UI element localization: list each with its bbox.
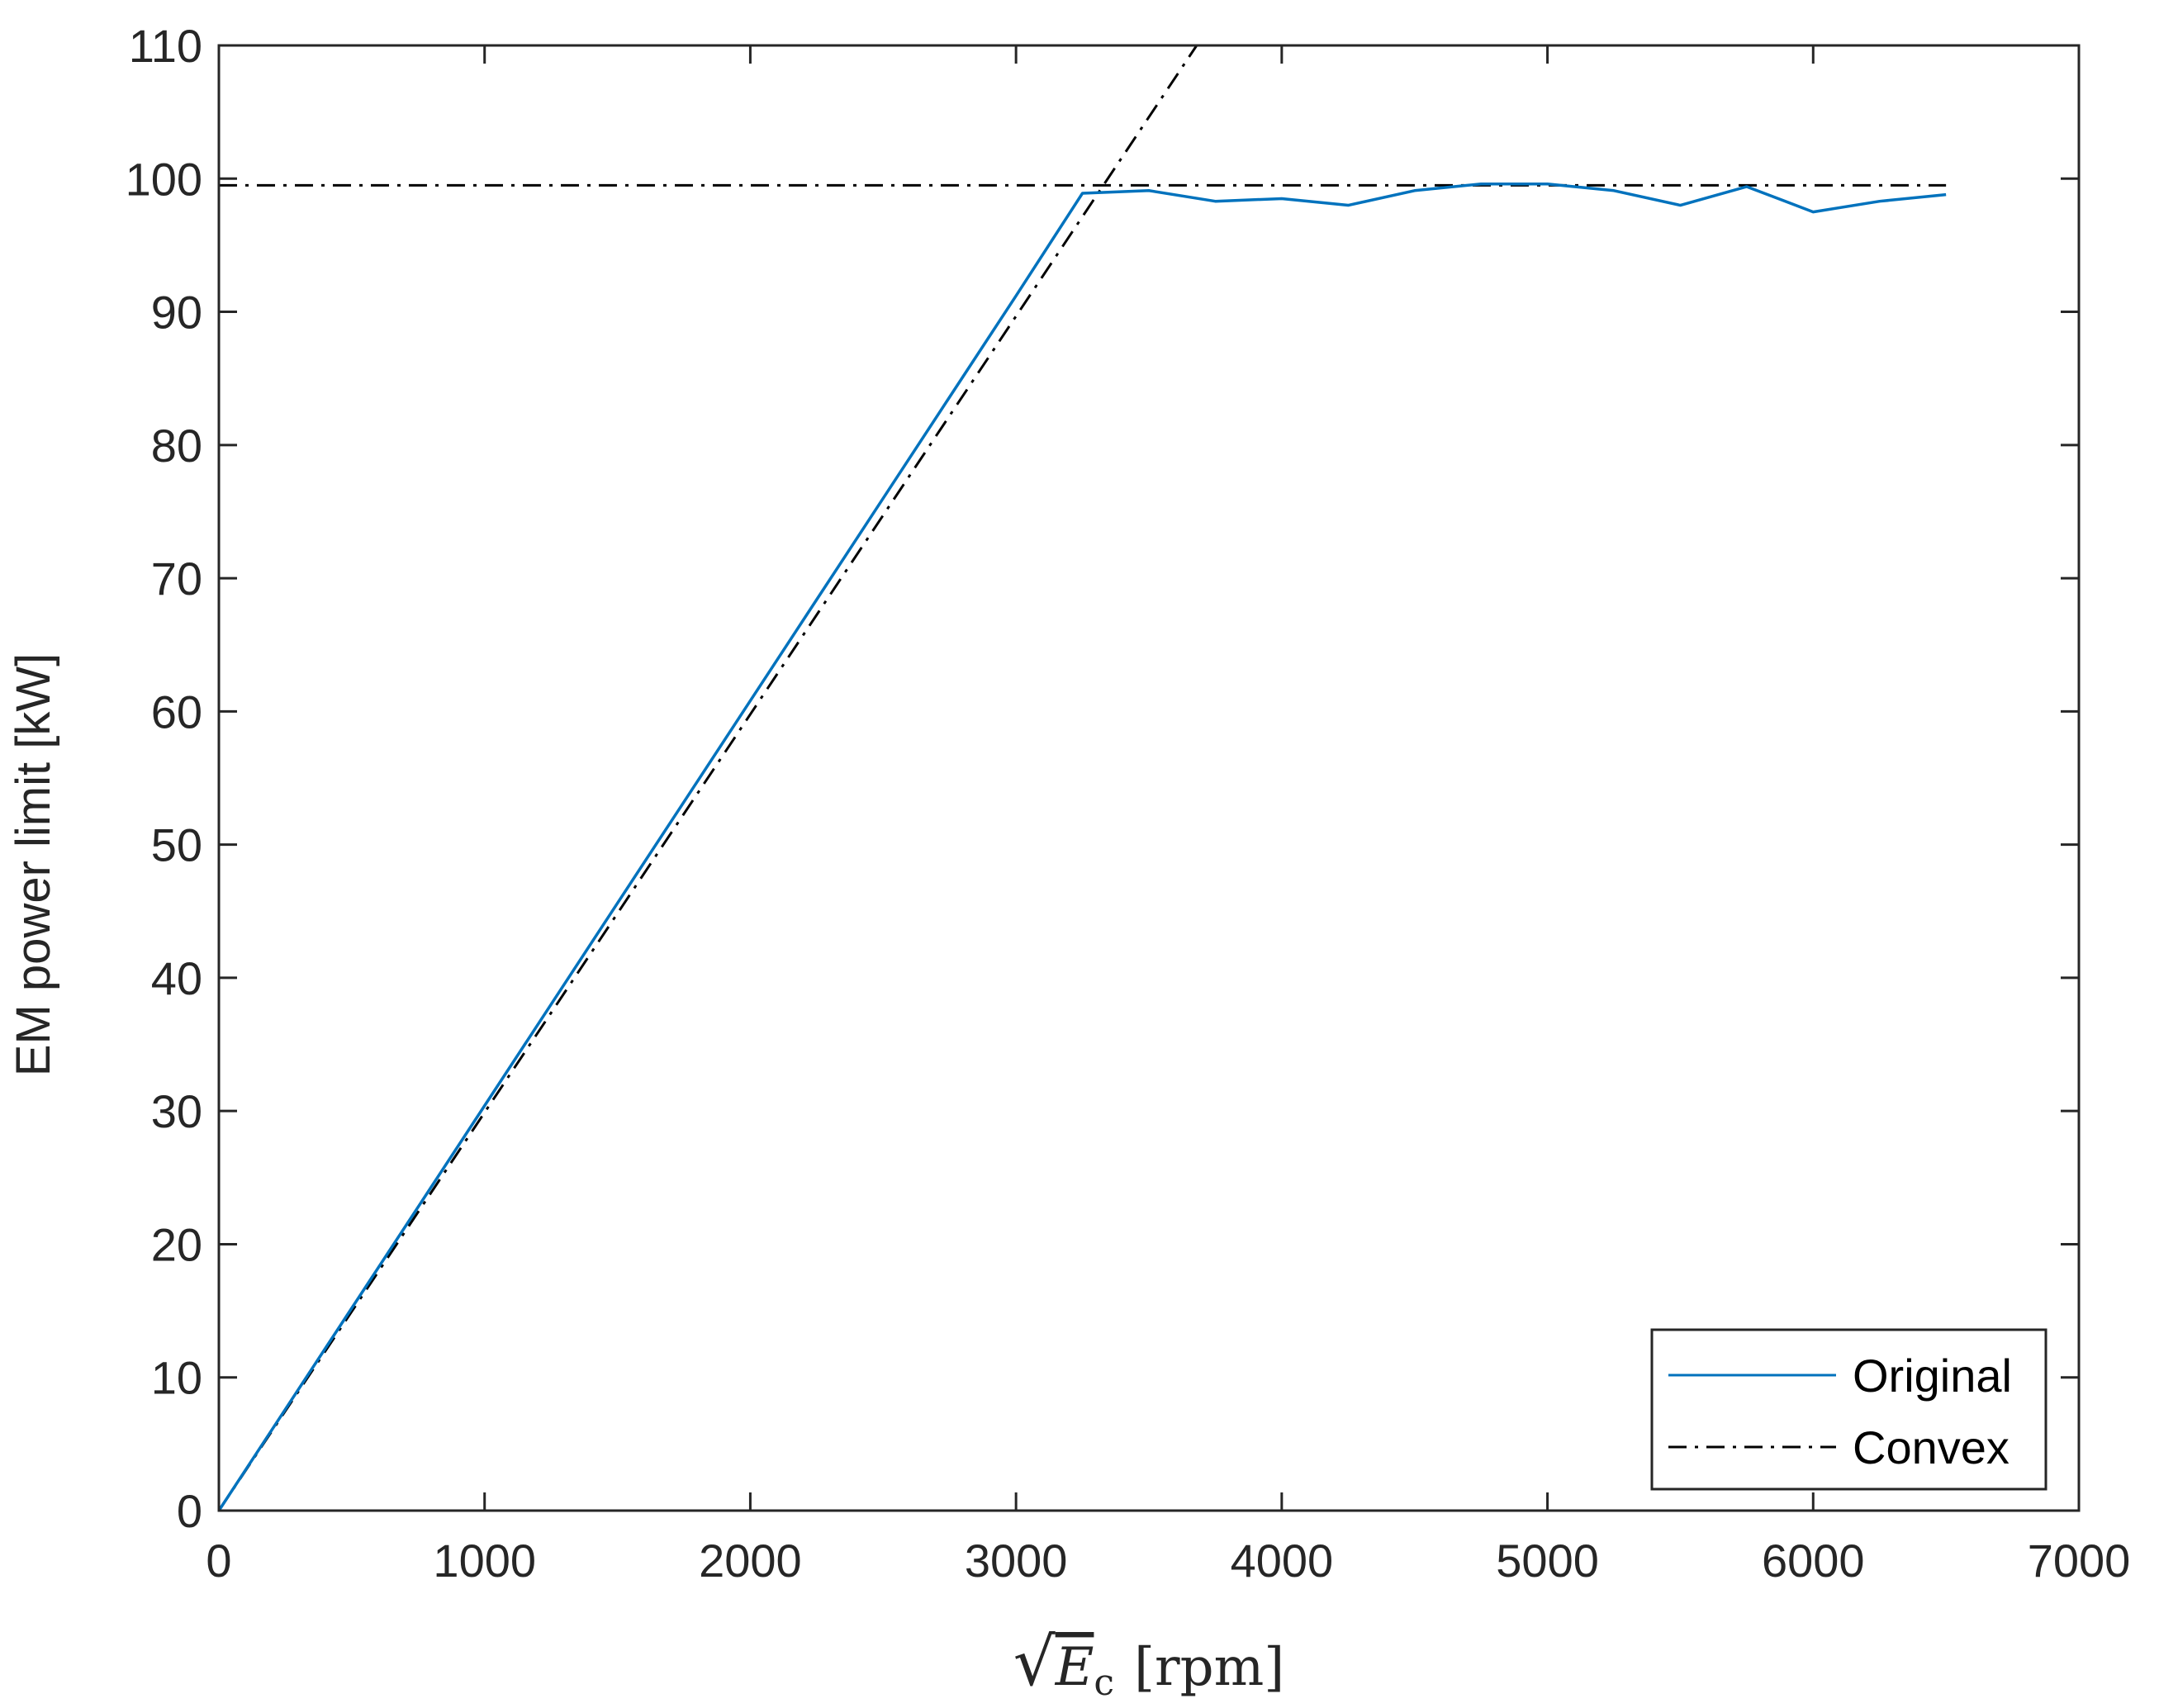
- y-tick-label: 110: [129, 20, 202, 72]
- y-tick-label: 70: [151, 553, 202, 605]
- y-tick-label: 0: [177, 1485, 202, 1537]
- x-tick-label: 6000: [1762, 1535, 1865, 1587]
- y-tick-label: 100: [126, 153, 202, 205]
- axes-box: [217, 44, 2081, 1512]
- x-tick-label: 5000: [1496, 1535, 1599, 1587]
- legend-box: [1650, 1328, 2047, 1491]
- y-tick-label: 60: [151, 686, 202, 738]
- x-tick-labels: 0 1000 2000 3000 4000 5000 6000 7000: [206, 1535, 2130, 1587]
- x-tick-label: 0: [206, 1535, 231, 1587]
- x-tick-label: 2000: [699, 1535, 802, 1587]
- y-tick-label: 20: [151, 1218, 202, 1270]
- y-tick-label: 40: [151, 952, 202, 1004]
- y-tick-labels: 0 10 20 30 40 50 60 70 80 90 100 110: [126, 20, 202, 1537]
- plot-area: [217, 44, 2081, 1512]
- x-axis-label-radical: √: [1013, 1624, 1056, 1701]
- x-axis-label-unit: [rpm]: [1134, 1637, 1284, 1698]
- legend: Original Convex: [1650, 1328, 2047, 1491]
- x-tick-label: 4000: [1231, 1535, 1334, 1587]
- y-axis-label: EM power limit [kW]: [7, 653, 60, 1076]
- convex-series-ramp-line: [219, 45, 1198, 1511]
- x-tick-label: 7000: [2028, 1535, 2131, 1587]
- y-tick-label: 90: [151, 287, 202, 339]
- legend-label-original: Original: [1853, 1350, 2012, 1402]
- x-axis-label: √Ec [rpm]: [1013, 1624, 1285, 1704]
- y-tick-label: 50: [151, 819, 202, 871]
- x-axis-label-subscript: c: [1094, 1662, 1114, 1704]
- y-tick-label: 30: [151, 1085, 202, 1137]
- original-series-line: [219, 182, 1947, 1511]
- ticks-layer: [217, 44, 2081, 1512]
- x-axis-label-variable: E: [1055, 1637, 1094, 1698]
- y-tick-label: 80: [151, 420, 202, 472]
- x-tick-label: 3000: [965, 1535, 1068, 1587]
- x-tick-label: 1000: [433, 1535, 536, 1587]
- legend-label-convex: Convex: [1853, 1421, 2010, 1473]
- series-layer: [219, 45, 1947, 1511]
- y-tick-label: 10: [151, 1352, 202, 1404]
